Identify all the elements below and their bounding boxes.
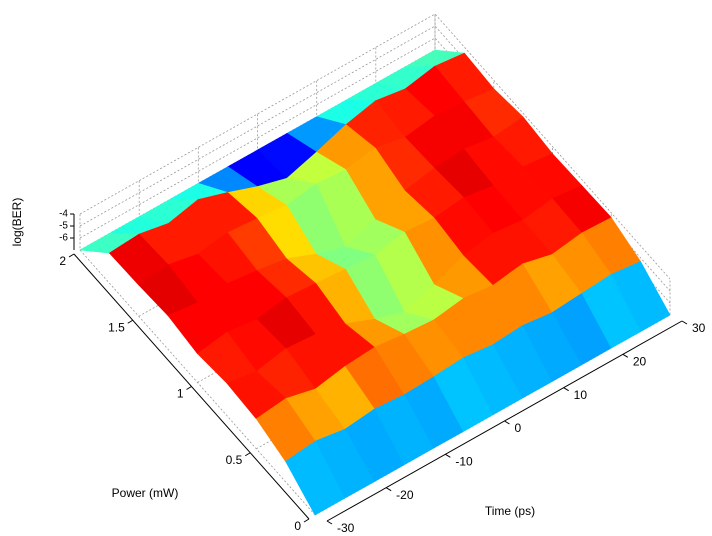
y-tick xyxy=(244,452,251,457)
y-tick xyxy=(68,253,75,258)
x-tick-label: -20 xyxy=(396,488,414,502)
y-tick-label: 0.5 xyxy=(226,453,243,467)
x-tick-label: 10 xyxy=(574,388,588,402)
z-tick-label: -5 xyxy=(59,221,68,232)
x-axis-label: Time (ps) xyxy=(485,504,535,518)
y-tick-label: 1.5 xyxy=(108,320,125,334)
x-tick xyxy=(445,453,451,458)
y-axis-label: Power (mW) xyxy=(112,486,179,500)
y-tick-label: 2 xyxy=(59,254,66,268)
x-tick xyxy=(385,487,392,492)
x-tick xyxy=(504,420,510,425)
x-tick-label: 30 xyxy=(692,321,706,335)
x-tick-label: 20 xyxy=(633,355,647,369)
x-tick-label: 0 xyxy=(515,421,522,435)
y-tick-label: 1 xyxy=(177,387,184,401)
y-tick-label: 0 xyxy=(294,519,301,533)
z-tick-label: -4 xyxy=(59,209,68,220)
x-tick xyxy=(326,520,333,525)
x-tick-label: -30 xyxy=(337,521,355,535)
x-tick xyxy=(681,320,688,325)
x-tick xyxy=(622,353,629,358)
y-tick xyxy=(303,518,310,523)
surface-patch xyxy=(285,440,345,516)
y-tick xyxy=(127,319,134,324)
z-tick-label: -6 xyxy=(59,233,68,244)
z-axis-label: log(BER) xyxy=(10,198,24,247)
x-tick-label: -10 xyxy=(455,455,473,469)
y-tick xyxy=(186,386,192,390)
x-tick xyxy=(563,387,569,392)
